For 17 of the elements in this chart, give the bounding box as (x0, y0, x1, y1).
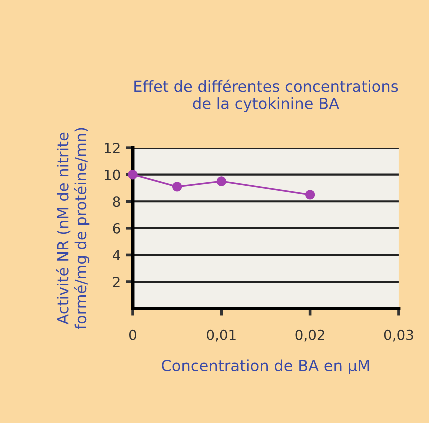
chart-title: Effet de différentes concentrations de la cytokinine BA (134, 80, 398, 112)
point (128, 170, 138, 180)
y-axis-title: Activité NR (nM de nitrite formé/mg de protéine/mn) (56, 128, 90, 330)
x-tick-label: 0,03 (384, 330, 414, 342)
x-axis-title: Concentration de BA en µM (162, 360, 370, 375)
y-tick-label: 12 (105, 143, 120, 154)
y-tick-label: 10 (105, 170, 120, 180)
point (216, 176, 227, 186)
x-tick-label: 0,02 (296, 330, 324, 342)
y-tick-label: 4 (113, 250, 120, 260)
y-tick-label: 6 (113, 223, 120, 234)
x-tick-label: 0,01 (207, 330, 236, 342)
y-tick-label: 8 (113, 196, 120, 208)
y-tick-label: 2 (113, 276, 120, 288)
point (172, 182, 182, 192)
point (305, 190, 316, 200)
x-tick-label: 0 (129, 330, 136, 340)
